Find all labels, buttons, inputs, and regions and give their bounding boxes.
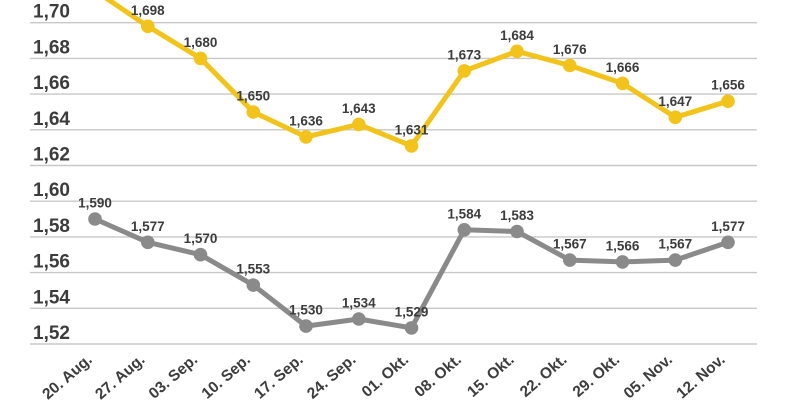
y-tick-label: 1,54 <box>33 287 70 308</box>
x-tick-label: 15. Okt. <box>464 351 517 400</box>
data-point-label: 1,647 <box>658 94 692 109</box>
data-point-label: 1,698 <box>131 3 165 18</box>
data-point-label: 1,684 <box>500 28 534 43</box>
data-point <box>668 110 683 125</box>
data-point <box>457 223 472 237</box>
data-point-label: 1,643 <box>342 101 376 116</box>
lower-gray-series: 1,590 1,577 1,570 1,553 1,530 1,534 1,529 1,584… <box>78 196 745 335</box>
data-point-label: 1,553 <box>236 262 270 277</box>
data-point <box>721 235 735 250</box>
data-point <box>721 94 735 108</box>
data-point <box>510 224 524 239</box>
x-tick-label: 08. Okt. <box>412 351 465 400</box>
x-tick-label: 12. Nov. <box>673 351 728 400</box>
y-tick-label: 1,66 <box>33 73 70 94</box>
y-tick-label: 1,52 <box>33 323 70 344</box>
data-point <box>299 319 313 333</box>
x-tick-label: 24. Sep. <box>304 351 359 400</box>
data-point <box>615 76 630 91</box>
data-point-label: 1,636 <box>289 113 323 128</box>
data-point <box>563 58 577 73</box>
data-point <box>615 255 630 269</box>
data-point-label: 1,590 <box>78 196 112 211</box>
data-point-label: 1,570 <box>184 231 218 246</box>
data-point-label: 1,566 <box>606 238 640 253</box>
data-point <box>668 253 683 267</box>
data-point-label: 1,584 <box>447 206 481 221</box>
y-tick-label: 1,68 <box>33 37 70 58</box>
x-tick-label: 10. Sep. <box>199 351 254 400</box>
data-point-label: 1,666 <box>606 60 640 75</box>
x-tick-label: 20. Aug. <box>39 351 95 400</box>
y-tick-label: 1,60 <box>33 180 70 201</box>
upper-yellow-series: 1,698 1,680 1,650 1,636 1,643 1,631 1,673 1,684… <box>104 0 745 153</box>
y-tick-label: 1,70 <box>33 2 70 23</box>
data-point-label: 1,656 <box>711 78 745 93</box>
y-axis-tick-labels: 1,70 1,68 1,66 1,64 1,62 1,60 1,58 1,56 1,54 1,52 <box>33 2 70 344</box>
data-point-label: 1,673 <box>447 47 481 62</box>
gridlines <box>30 22 757 345</box>
data-point <box>404 321 419 335</box>
x-tick-label: 03. Sep. <box>146 351 201 400</box>
x-tick-label: 22. Okt. <box>517 351 570 400</box>
x-tick-label: 29. Okt. <box>570 351 623 400</box>
data-point <box>193 247 208 262</box>
data-point <box>352 117 366 132</box>
y-tick-label: 1,64 <box>33 109 70 130</box>
x-tick-label: 05. Nov. <box>621 351 676 400</box>
data-point <box>404 139 419 153</box>
data-point <box>246 105 261 119</box>
y-tick-label: 1,56 <box>33 252 70 273</box>
data-point-label: 1,577 <box>711 219 745 234</box>
x-tick-label: 17. Sep. <box>251 351 306 400</box>
data-point <box>88 212 102 226</box>
x-tick-label: 27. Aug. <box>92 351 148 400</box>
data-point-label: 1,650 <box>236 89 270 104</box>
data-point-label: 1,583 <box>500 208 534 223</box>
data-point-label: 1,631 <box>395 122 429 137</box>
data-point-label: 1,567 <box>658 237 692 252</box>
data-point-label: 1,567 <box>553 237 587 252</box>
x-axis-tick-labels: 20. Aug.27. Aug.03. Sep.10. Sep.17. Sep.… <box>39 351 728 400</box>
y-tick-label: 1,58 <box>33 216 70 237</box>
data-point <box>246 278 261 292</box>
data-point <box>563 253 577 267</box>
data-point-label: 1,676 <box>553 42 587 57</box>
data-point-label: 1,577 <box>131 219 165 234</box>
data-point <box>141 19 155 34</box>
data-point <box>457 64 472 78</box>
data-point <box>299 130 313 144</box>
data-point-label: 1,529 <box>395 304 429 319</box>
data-point-label: 1,534 <box>342 296 376 311</box>
data-point-label: 1,530 <box>289 303 323 318</box>
data-point <box>352 312 366 326</box>
y-tick-label: 1,62 <box>33 145 70 166</box>
data-point <box>141 235 155 250</box>
x-tick-label: 01. Okt. <box>359 351 412 400</box>
data-point <box>193 51 208 66</box>
data-point-label: 1,680 <box>184 35 218 50</box>
data-point <box>510 44 524 59</box>
